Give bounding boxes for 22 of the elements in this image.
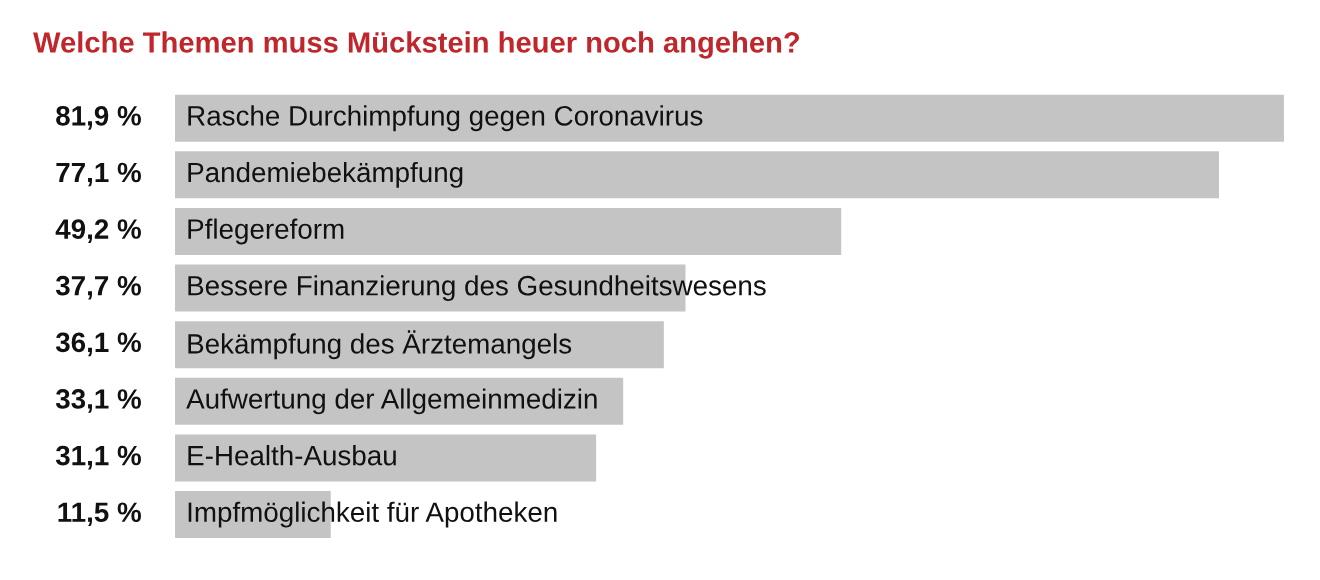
- bar: [175, 207, 842, 255]
- y-tick-label: Bessere Finanzierung des Gesundheitswesens: [188, 275, 766, 302]
- data-label: 81,9 %: [56, 106, 141, 130]
- data-label: 33,1 %: [55, 389, 141, 413]
- y-tick-label: Bekämpfung des Ärztemangels: [188, 330, 572, 360]
- y-tick-label: E-Health-Ausbau: [188, 445, 396, 466]
- y-tick-label: Pandemiebekämpfung: [188, 161, 463, 188]
- y-tick-label: Rasche Durchimpfung gegen Coronavirus: [188, 105, 703, 132]
- data-label: 36,1 %: [55, 332, 141, 357]
- data-label: 11,5 %: [58, 502, 141, 527]
- bar: [175, 321, 664, 369]
- y-tick-label: Aufwertung der Allgemeinmedizin: [186, 388, 597, 415]
- data-label: 77,1 %: [56, 162, 141, 187]
- bar: [175, 151, 1219, 199]
- y-tick-label: Impfmöglichkeit für Apotheken: [188, 501, 557, 528]
- y-tick-label: Pflegereform: [188, 218, 344, 245]
- data-label: 31,1 %: [55, 445, 141, 470]
- chart-title: Welche Themen muss Mückstein heuer noch angehen?: [33, 31, 800, 59]
- data-label: 37,7 %: [55, 275, 141, 300]
- bar: [175, 434, 597, 482]
- data-label: 49,2 %: [55, 219, 141, 243]
- bar: [175, 94, 1284, 142]
